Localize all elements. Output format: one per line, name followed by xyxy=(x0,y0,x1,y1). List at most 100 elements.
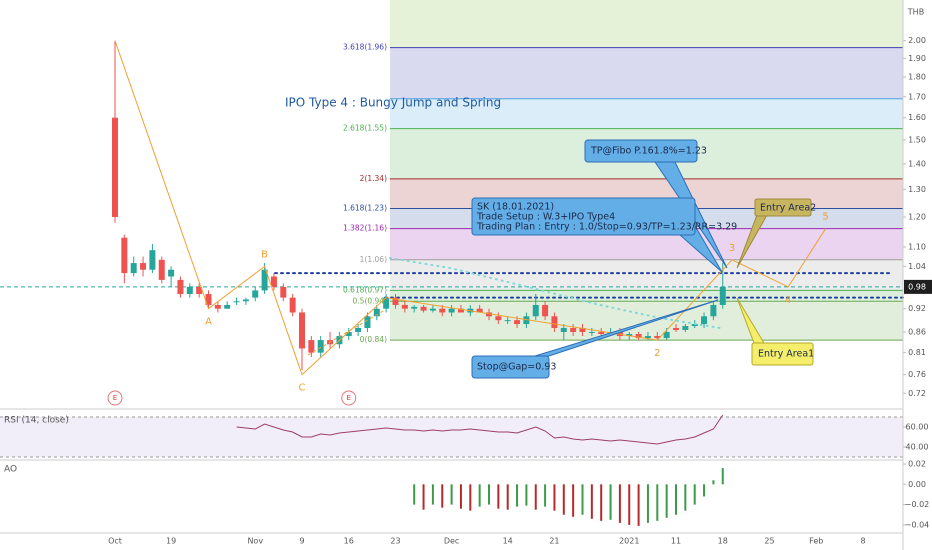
y-tick-label: 0.86 xyxy=(908,327,926,336)
x-tick-label: 19 xyxy=(166,537,176,546)
currency: THB xyxy=(907,8,924,17)
indicator-bar xyxy=(618,484,621,523)
candle-body xyxy=(635,333,642,339)
x-tick-label: Feb xyxy=(809,537,823,546)
indicator-bar xyxy=(590,484,593,519)
candle-body xyxy=(130,263,137,274)
y-tick-label: 1.80 xyxy=(908,73,926,82)
wave-label: A xyxy=(205,317,212,328)
indicator-bar xyxy=(572,484,575,517)
callouts: TP@Fibo P.161.8%=1.23 SK (18.01.2021) Tr… xyxy=(471,139,816,379)
callout-box xyxy=(471,197,696,236)
candle-body xyxy=(158,259,165,280)
indicator-bar xyxy=(693,484,696,505)
candle-body xyxy=(411,306,418,309)
callout-text: Trading Plan : Entry : 1.0/Stop=0.93/TP=… xyxy=(476,222,737,233)
wave-line xyxy=(114,40,827,376)
callout-box xyxy=(754,198,812,217)
indicator-bar xyxy=(600,484,603,521)
indicator-title: RSI (14, close) xyxy=(4,416,69,426)
candle-body xyxy=(280,286,287,298)
candle-body xyxy=(523,316,530,325)
candle-body xyxy=(373,308,380,317)
callout-text: TP@Fibo P.161.8%=1.23 xyxy=(590,146,707,157)
indicator-bar xyxy=(665,484,668,518)
fib-label: 0.618(0.97) xyxy=(343,285,387,294)
x-tick-label: Nov xyxy=(247,537,263,546)
indicator-bar xyxy=(637,484,640,526)
fib-label: 1.382(1.16) xyxy=(343,224,387,233)
wave-label: 2 xyxy=(654,348,660,359)
candle-body xyxy=(663,331,670,339)
candle-body xyxy=(392,297,399,305)
indicator-bar xyxy=(431,484,434,505)
candle-body xyxy=(205,294,212,305)
y-tick-label: −0.02 xyxy=(905,500,930,509)
candle-body xyxy=(439,308,446,313)
candle-body xyxy=(140,263,147,270)
candle-body xyxy=(673,327,679,330)
indicator-bar xyxy=(525,484,528,506)
indicator-bar xyxy=(609,484,612,520)
candle-body xyxy=(149,250,156,270)
price-label-box xyxy=(904,279,932,294)
candle-body xyxy=(598,331,605,334)
candle-body xyxy=(532,304,539,317)
price-label: 0.98 xyxy=(908,282,926,291)
candle-body xyxy=(551,316,558,328)
earnings-label: E xyxy=(347,394,351,402)
y-tick-label: 1.10 xyxy=(908,243,926,252)
callout-text: Trade Setup : W.3+IPO Type4 xyxy=(476,212,615,223)
x-tick-label: 8 xyxy=(860,537,865,546)
y-tick-label: 1.60 xyxy=(908,113,926,122)
x-tick-label: 9 xyxy=(299,537,304,546)
x-tick-label: 16 xyxy=(344,537,354,546)
indicator-bar xyxy=(721,468,724,485)
y-tick-label: 0.92 xyxy=(908,304,926,313)
indicator-bar xyxy=(516,484,519,507)
indicator-bar xyxy=(703,484,706,497)
candle-body xyxy=(242,299,249,302)
wave-label: B xyxy=(261,249,268,260)
candle-body xyxy=(457,308,464,313)
fib-label: 2(1.34) xyxy=(360,174,387,183)
candle-body xyxy=(626,333,633,337)
candle-body xyxy=(429,308,436,311)
y-tick-label: 1.40 xyxy=(908,159,926,168)
indicator-bar xyxy=(534,484,537,510)
callout-box xyxy=(751,342,814,366)
y-tick-label: −0.04 xyxy=(905,520,930,529)
candle-body xyxy=(420,306,427,311)
candle-body xyxy=(588,331,595,333)
candle-body xyxy=(401,304,408,309)
indicator-bar xyxy=(628,484,631,525)
indicator-bar xyxy=(544,484,547,507)
fib-band xyxy=(390,0,903,48)
indicator-bar xyxy=(469,484,472,511)
fib-label: 2.618(1.55) xyxy=(343,124,387,133)
indicator-bar xyxy=(675,484,677,515)
candle-body xyxy=(654,336,661,339)
x-tick-label: 25 xyxy=(764,537,774,546)
candle-body xyxy=(168,269,175,277)
y-tick-label: 1.90 xyxy=(908,54,926,63)
candle-body xyxy=(504,320,511,322)
indicator-bar xyxy=(478,484,481,507)
callout-text: SK (18.01.2021) xyxy=(477,202,554,213)
indicator-bar xyxy=(488,484,490,505)
candle-body xyxy=(196,286,203,295)
indicator-bar xyxy=(506,484,509,510)
fib-label: 3.618(1.96) xyxy=(343,43,387,52)
candle-body xyxy=(570,327,577,332)
indicator-bar xyxy=(497,484,500,509)
candle-body xyxy=(579,327,586,332)
x-tick-label: Dec xyxy=(444,537,459,546)
x-tick-label: 23 xyxy=(390,537,400,546)
indicator-title: AO xyxy=(4,465,17,475)
indicator-line xyxy=(236,414,724,445)
candle-body xyxy=(682,326,689,330)
indicator-bar xyxy=(562,484,565,515)
y-tick-label: 2.00 xyxy=(908,36,926,45)
